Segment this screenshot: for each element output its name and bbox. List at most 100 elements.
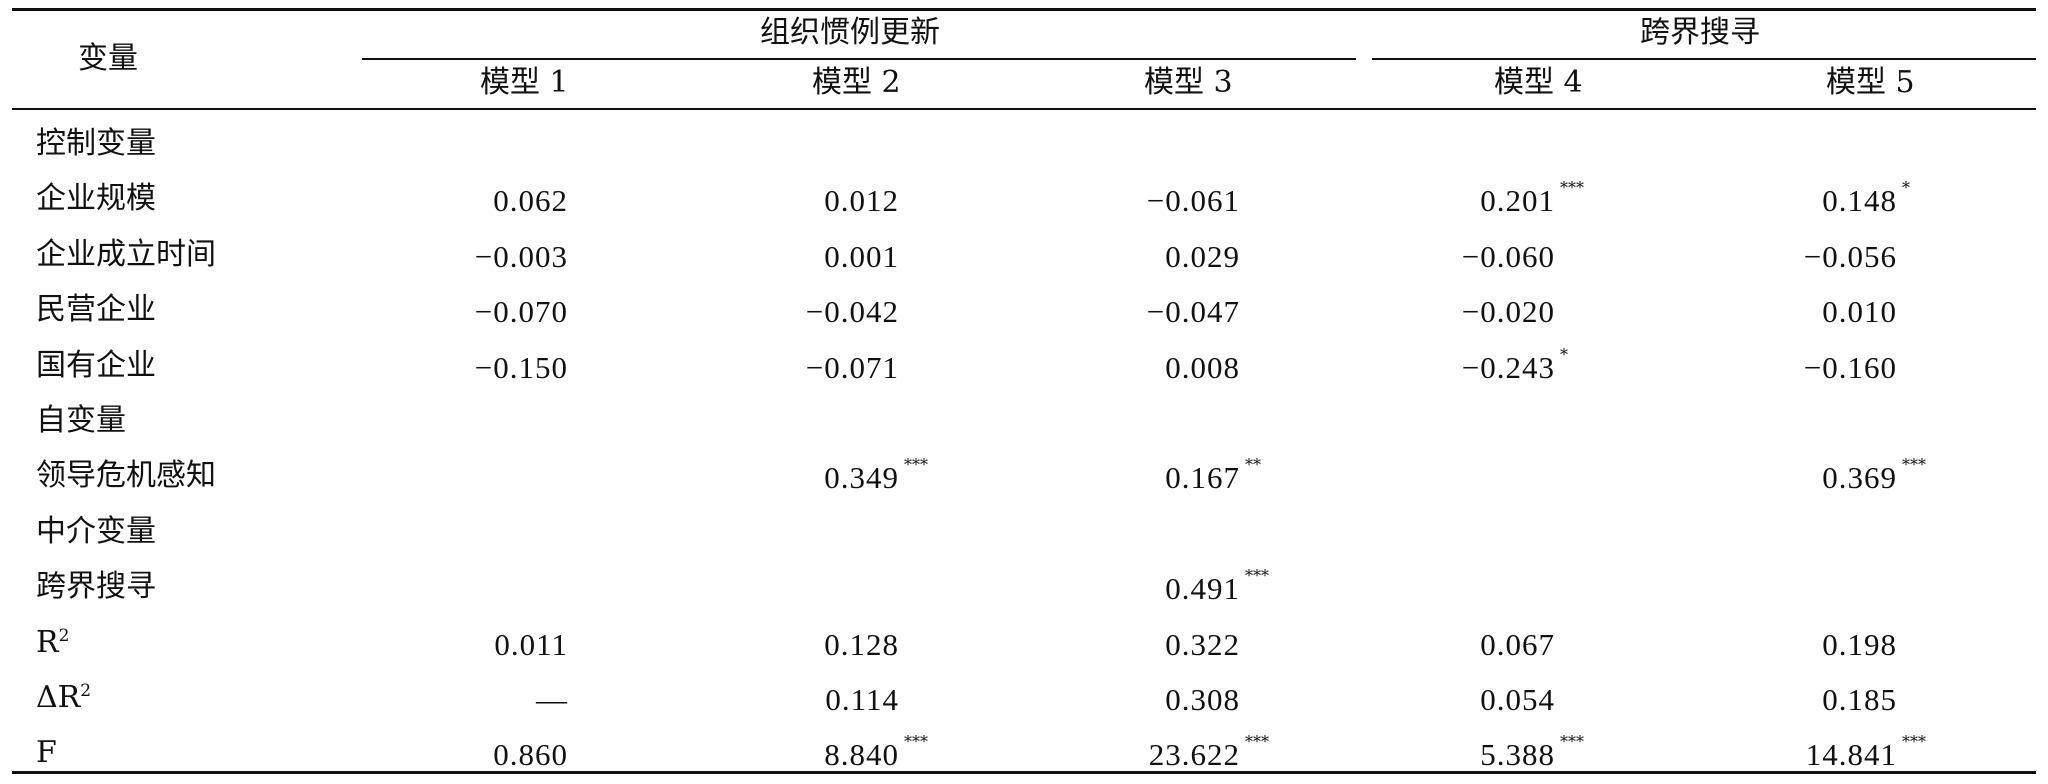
cell-value: 0.114 (825, 682, 899, 717)
cell-value: 0.067 (1480, 627, 1555, 662)
row-label: 控制变量 (36, 126, 156, 161)
table-cell: −0.020 (1355, 296, 1555, 327)
cell-value: 0.369 (1822, 460, 1897, 495)
model-header-4: 模型 4 (1494, 65, 1583, 100)
cell-value: −0.071 (805, 350, 899, 385)
cell-value: 0.008 (1165, 350, 1240, 385)
group2-underline (1372, 58, 2036, 60)
cell-value: 14.841 (1805, 737, 1897, 772)
cell-value: −0.243 (1461, 350, 1555, 385)
cell-value: 0.029 (1165, 239, 1240, 274)
table-cell: 0.001 (699, 241, 899, 272)
cell-value: 0.491 (1165, 571, 1240, 606)
cell-value: 0.860 (493, 737, 568, 772)
cell-value: — (536, 682, 568, 717)
cell-value: 0.198 (1822, 627, 1897, 662)
table-cell: −0.071 (699, 352, 899, 383)
significance-stars: *** (1245, 566, 1269, 585)
row-label-superscript: 2 (80, 681, 92, 701)
table-cell: −0.003 (368, 241, 568, 272)
cell-value: 0.012 (824, 183, 899, 218)
significance-stars: *** (1902, 455, 1926, 474)
table-cell: 0.067 (1355, 629, 1555, 660)
table-cell: 0.349 (699, 462, 899, 493)
cell-value: 0.201 (1480, 183, 1555, 218)
table-cell: 0.062 (368, 185, 568, 216)
table-cell: 0.011 (368, 629, 568, 660)
cell-value: 5.388 (1480, 737, 1555, 772)
cell-value: −0.020 (1461, 294, 1555, 329)
table-cell: 0.167 (1040, 462, 1240, 493)
cell-value: −0.160 (1803, 350, 1897, 385)
table-cell: −0.042 (699, 296, 899, 327)
variable-header: 变量 (78, 41, 138, 76)
significance-stars: *** (1560, 732, 1584, 751)
group-header-routine-update: 组织惯例更新 (760, 15, 940, 50)
table-cell: 0.185 (1697, 684, 1897, 715)
cell-value: 0.128 (824, 627, 899, 662)
row-label: 跨界搜寻 (36, 569, 156, 604)
significance-stars: *** (1245, 732, 1269, 751)
row-label: R2 (36, 625, 70, 660)
model-header-2: 模型 2 (812, 65, 901, 100)
row-label: 民营企业 (36, 292, 156, 327)
cell-value: −0.056 (1803, 239, 1897, 274)
cell-value: 23.622 (1148, 737, 1240, 772)
table-cell: 0.128 (699, 629, 899, 660)
row-label: 企业规模 (36, 181, 156, 216)
cell-value: 0.308 (1165, 682, 1240, 717)
table-cell: −0.047 (1040, 296, 1240, 327)
significance-stars: *** (904, 455, 928, 474)
cell-value: 0.322 (1165, 627, 1240, 662)
significance-stars: ** (1245, 455, 1261, 474)
row-label: F (36, 735, 57, 770)
cell-value: 0.185 (1822, 682, 1897, 717)
table-cell: 23.622 (1040, 739, 1240, 770)
cell-value: −0.003 (474, 239, 568, 274)
table-top-rule (12, 8, 2036, 11)
cell-value: 0.148 (1822, 183, 1897, 218)
significance-stars: *** (904, 732, 928, 751)
table-cell: −0.061 (1040, 185, 1240, 216)
cell-value: −0.061 (1146, 183, 1240, 218)
cell-value: 0.349 (824, 460, 899, 495)
cell-value: 0.062 (493, 183, 568, 218)
table-cell: 8.840 (699, 739, 899, 770)
table-cell: 0.491 (1040, 573, 1240, 604)
model-header-1: 模型 1 (480, 65, 569, 100)
table-cell: −0.243 (1355, 352, 1555, 383)
significance-stars: *** (1560, 178, 1584, 197)
table-cell: — (368, 684, 568, 715)
cell-value: −0.060 (1461, 239, 1555, 274)
model-header-5: 模型 5 (1826, 65, 1915, 100)
cell-value: −0.047 (1146, 294, 1240, 329)
significance-stars: * (1560, 345, 1568, 364)
group-header-boundary-search: 跨界搜寻 (1640, 15, 1760, 50)
header-bottom-rule (12, 108, 2036, 110)
row-label: 企业成立时间 (36, 237, 216, 272)
table-cell: −0.070 (368, 296, 568, 327)
row-label-superscript: 2 (58, 626, 70, 646)
group1-underline (362, 58, 1356, 60)
table-cell: 0.029 (1040, 241, 1240, 272)
table-cell: 0.860 (368, 739, 568, 770)
cell-value: 0.010 (1822, 294, 1897, 329)
table-cell: 0.201 (1355, 185, 1555, 216)
table-cell: 0.114 (699, 684, 899, 715)
table-cell: 0.322 (1040, 629, 1240, 660)
table-cell: 0.008 (1040, 352, 1240, 383)
cell-value: 8.840 (824, 737, 899, 772)
row-label: 中介变量 (36, 514, 156, 549)
table-cell: −0.060 (1355, 241, 1555, 272)
cell-value: −0.042 (805, 294, 899, 329)
table-cell: −0.056 (1697, 241, 1897, 272)
model-header-3: 模型 3 (1144, 65, 1233, 100)
table-cell: −0.160 (1697, 352, 1897, 383)
table-cell: 14.841 (1697, 739, 1897, 770)
table-cell: −0.150 (368, 352, 568, 383)
significance-stars: *** (1902, 732, 1926, 751)
table-bottom-rule (12, 771, 2036, 774)
row-label: 自变量 (36, 403, 126, 438)
table-cell: 0.198 (1697, 629, 1897, 660)
table-cell: 0.054 (1355, 684, 1555, 715)
